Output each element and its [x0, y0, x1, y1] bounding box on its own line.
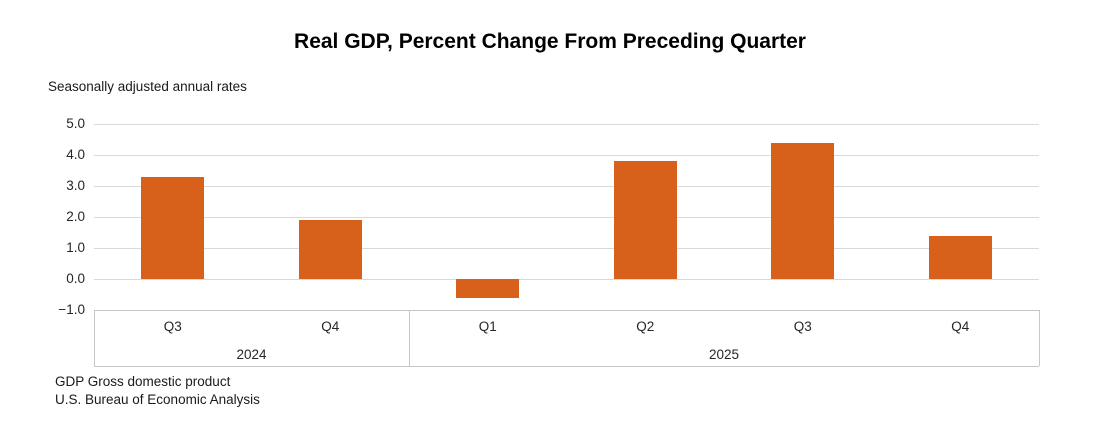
axis-band-separator: [1039, 310, 1040, 366]
y-tick-label: 3.0: [66, 178, 85, 193]
year-label: 2024: [236, 347, 267, 362]
chart-title: Real GDP, Percent Change From Preceding …: [294, 30, 806, 53]
gridline: [94, 279, 1039, 280]
x-tick-label: Q4: [951, 319, 970, 334]
y-tick-label: 5.0: [66, 116, 85, 131]
y-tick-label: 0.0: [66, 271, 85, 286]
bar-q4-2025: [928, 235, 992, 279]
x-tick-label: Q1: [478, 319, 497, 334]
bar-q1-2025: [456, 279, 520, 298]
x-tick-label: Q3: [163, 319, 182, 334]
bar-q3-2025: [771, 142, 835, 279]
x-tick-label: Q4: [321, 319, 340, 334]
axis-band-separator: [94, 310, 95, 366]
gridline: [94, 186, 1039, 187]
footnotes: GDP Gross domestic product U.S. Bureau o…: [55, 373, 260, 409]
x-tick-label: Q2: [636, 319, 655, 334]
gridline: [94, 217, 1039, 218]
footnote-gdp: GDP Gross domestic product: [55, 374, 231, 389]
footnote-source: U.S. Bureau of Economic Analysis: [55, 392, 260, 407]
x-tick-label: Q3: [793, 319, 812, 334]
x-axis-line: [94, 310, 1039, 311]
y-tick-label: −1.0: [58, 302, 85, 317]
gridline: [94, 248, 1039, 249]
axis-band-separator: [409, 310, 410, 366]
axis-band-bottom-border: [94, 366, 1039, 367]
chart-subtitle: Seasonally adjusted annual rates: [48, 79, 247, 94]
year-label: 2025: [708, 347, 740, 362]
y-tick-label: 2.0: [66, 209, 85, 224]
gridline: [94, 155, 1039, 156]
y-tick-label: 4.0: [66, 147, 85, 162]
bar-q3-2024: [141, 176, 205, 279]
y-tick-label: 1.0: [66, 240, 85, 255]
bar-q4-2024: [298, 220, 362, 279]
gridline: [94, 124, 1039, 125]
bar-q2-2025: [613, 161, 677, 279]
